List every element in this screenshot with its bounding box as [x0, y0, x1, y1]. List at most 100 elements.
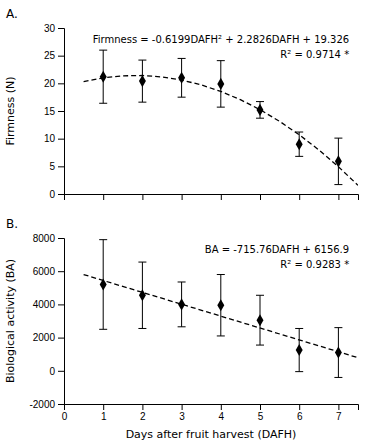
error-bar-cap — [295, 132, 303, 133]
tick — [182, 194, 183, 200]
tick-label: 25 — [44, 50, 56, 61]
error-bar-cap — [178, 97, 186, 98]
tick-label: 7 — [336, 411, 342, 422]
error-bar-cap — [217, 335, 225, 336]
error-bar-cap — [217, 274, 225, 275]
panel-label: B. — [6, 217, 18, 231]
error-bar-cap — [334, 184, 342, 185]
tick: 1 — [101, 404, 107, 422]
point — [100, 71, 107, 83]
error-bar-cap — [138, 102, 146, 103]
tick-label: 2000 — [33, 332, 56, 343]
point — [296, 344, 303, 356]
error-bar — [178, 58, 186, 97]
error-bar — [99, 50, 107, 103]
marks — [84, 240, 358, 378]
tick: 0 — [62, 404, 68, 422]
tick-mark — [260, 194, 261, 200]
error-bar — [217, 275, 225, 336]
tick-label: 15 — [44, 106, 56, 117]
tick-mark — [221, 194, 222, 200]
tick: 0 — [49, 366, 64, 377]
tick-label: -2000 — [29, 399, 55, 410]
error-bar — [217, 61, 225, 107]
tick-mark — [221, 404, 222, 410]
error-bar-cap — [138, 262, 146, 263]
tick-mark — [103, 194, 104, 200]
tick-mark — [142, 194, 143, 200]
annotation: Firmness = -0.6199DAFH² + 2.2826DAFH + 1… — [93, 34, 349, 45]
panel-label: A. — [6, 7, 18, 21]
tick-mark — [58, 56, 64, 57]
tick-mark — [338, 404, 339, 410]
point — [100, 278, 107, 290]
tick: 25 — [44, 50, 64, 61]
tick-mark — [58, 238, 64, 239]
point — [217, 78, 224, 90]
point — [139, 75, 146, 87]
y-axis: -200002000400060008000 — [29, 233, 64, 410]
annotation: R² = 0.9714 * — [280, 49, 349, 60]
tick: 2000 — [33, 332, 64, 343]
panel: 01234567-200002000400060008000B.Biologic… — [4, 217, 359, 441]
error-bar-cap — [295, 328, 303, 329]
tick — [338, 194, 339, 200]
tick-mark — [58, 371, 64, 372]
point — [296, 138, 303, 150]
tick-label: 6000 — [33, 266, 56, 277]
tick-mark — [58, 166, 64, 167]
tick-label: 0 — [49, 366, 55, 377]
point — [178, 72, 185, 84]
error-bar-cap — [256, 118, 264, 119]
error-bar-cap — [178, 326, 186, 327]
tick — [103, 194, 104, 200]
tick — [221, 194, 222, 200]
error-bar-cap — [99, 239, 107, 240]
tick-mark — [58, 304, 64, 305]
tick: 3 — [179, 404, 185, 422]
tick-mark — [103, 404, 104, 410]
fit-line — [84, 275, 358, 358]
tick-mark — [58, 139, 64, 140]
error-bar-cap — [217, 60, 225, 61]
tick: 20 — [44, 78, 64, 89]
x-axis: 01234567 — [62, 404, 359, 422]
tick-label: 30 — [44, 23, 56, 34]
error-bar — [138, 262, 146, 328]
axis-line — [58, 239, 65, 405]
figure: 051015202530A.Firmness (N)Firmness = -0.… — [0, 0, 370, 443]
y-axis-title: Biological activity (BA) — [4, 259, 17, 383]
tick-mark — [58, 404, 64, 405]
x-axis — [65, 194, 359, 200]
tick-mark — [58, 28, 64, 29]
tick-label: 0 — [49, 189, 55, 200]
point — [257, 314, 264, 326]
tick-mark — [142, 404, 143, 410]
point — [335, 347, 342, 359]
marks — [84, 50, 358, 185]
axis-line — [65, 195, 359, 201]
tick: 4 — [219, 404, 225, 422]
tick-label: 20 — [44, 78, 56, 89]
point — [335, 155, 342, 167]
tick: 10 — [44, 133, 64, 144]
tick-label: 3 — [179, 411, 185, 422]
tick: 6 — [297, 404, 303, 422]
tick-mark — [299, 194, 300, 200]
error-bar-cap — [99, 50, 107, 51]
error-bar — [295, 132, 303, 156]
error-bar-cap — [334, 327, 342, 328]
tick-mark — [58, 338, 64, 339]
tick — [142, 194, 143, 200]
tick-label: 6 — [297, 411, 303, 422]
tick — [299, 194, 300, 200]
error-bar-cap — [178, 58, 186, 59]
tick: 6000 — [33, 266, 64, 277]
tick: -2000 — [29, 399, 64, 410]
error-bar — [295, 328, 303, 371]
error-bar-cap — [295, 156, 303, 157]
axis-line — [65, 405, 359, 411]
tick: 4000 — [33, 299, 64, 310]
tick: 2 — [140, 404, 146, 422]
y-axis-title: Firmness (N) — [4, 76, 17, 145]
